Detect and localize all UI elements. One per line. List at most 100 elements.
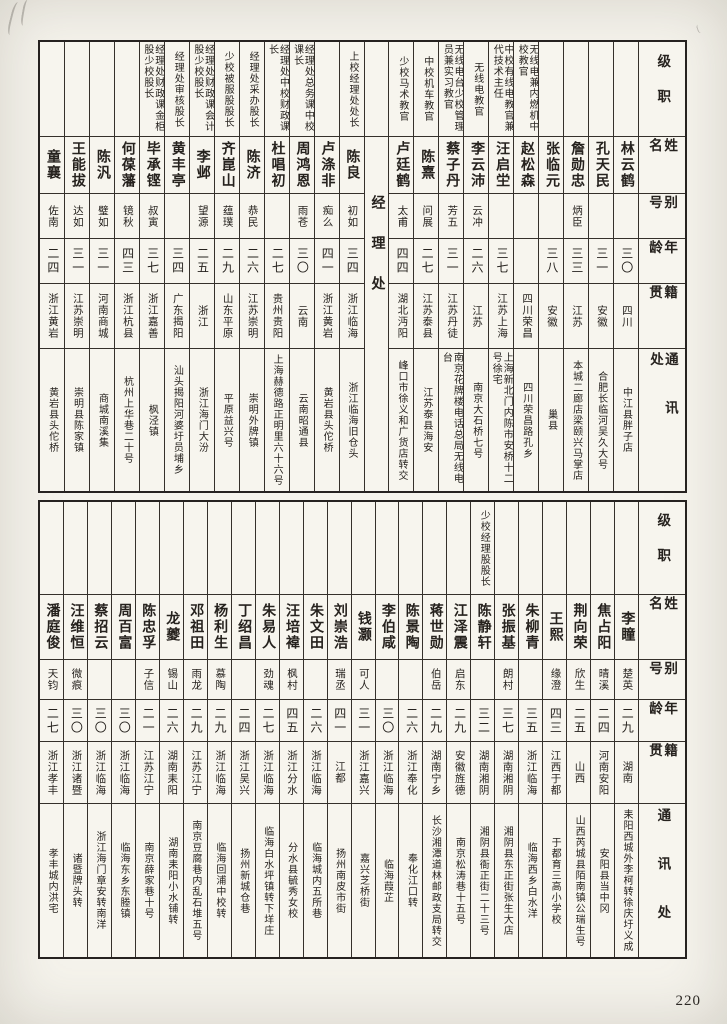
person-name-text: 陈景陶: [403, 603, 419, 651]
person-address-text: 崇明县陈家镇: [71, 387, 83, 453]
person-native: 河南商城: [90, 284, 114, 349]
person-alias: 佐南: [40, 194, 65, 239]
person-name-text: 陈良: [344, 149, 360, 181]
person-name: 蔡子丹: [439, 137, 464, 194]
person-alias-text: 镜秋: [121, 204, 133, 228]
person-name: 童襄: [40, 137, 65, 194]
person-rank-text: 少校经理股股长: [478, 509, 490, 587]
person-column: 李伯咸 三〇 浙江临海 临海葭芷: [374, 502, 399, 957]
field-label-alias: 别号: [639, 194, 685, 239]
person-native: 浙江奉化: [399, 742, 423, 804]
person-age-text: 二九: [428, 706, 443, 735]
person-name-text: 林云鹤: [618, 141, 634, 189]
person-age: 二九: [183, 700, 207, 742]
person-native: 浙江吴兴: [231, 742, 255, 804]
person-name-text: 刘崇浩: [331, 603, 347, 651]
person-age-text: 二七: [45, 706, 60, 735]
field-label-rank-text: 级职: [655, 512, 671, 584]
person-age: 二七: [264, 239, 289, 284]
person-address: 临海回浦中校转: [208, 804, 231, 957]
person-name-text: 陈济: [244, 149, 260, 181]
person-rank: [114, 42, 139, 137]
person-native-text: 浙江临海: [94, 749, 106, 796]
person-column: 潘庭俊 天钧 二七 浙江孝丰 孝丰城内洪宅: [40, 502, 64, 957]
person-alias-text: 慕陶: [214, 668, 226, 691]
person-age-text: 四五: [284, 706, 299, 735]
person-native-text: 四川: [620, 304, 632, 328]
person-address-text: 于都育三高小学校: [549, 836, 561, 925]
person-native-text: 安徽: [546, 304, 558, 328]
person-address-text: 巢县: [545, 409, 557, 431]
person-alias-text: 炳臣: [570, 204, 582, 228]
person-column: 少校马术教官 卢廷鹤 太甫 四四 湖北沔阳 峰口市徐义和广货店转交: [388, 42, 414, 491]
person-name: 黄丰亭: [164, 137, 189, 194]
person-native: 江苏泰县: [414, 284, 439, 349]
person-column: 周百富 三〇 浙江临海 临海东乡东塍镇: [111, 502, 135, 957]
person-age-text: 三〇: [117, 706, 132, 735]
person-age-text: 二六: [404, 706, 419, 735]
person-address: 江苏泰县海安: [414, 349, 438, 491]
person-age: 二七: [414, 239, 439, 284]
person-native: 浙江临海: [303, 742, 327, 804]
person-native-text: 浙江嘉兴: [357, 749, 369, 796]
person-rank: [183, 502, 207, 595]
person-age-text: 三〇: [295, 247, 310, 275]
person-age-text: 三〇: [93, 706, 108, 735]
person-alias-text: 子信: [142, 668, 154, 691]
person-address: 巢县: [539, 349, 563, 491]
person-native-text: 江苏崇明: [246, 293, 258, 339]
person-name-text: 周鸿恩: [294, 141, 310, 189]
person-native-text: 安徽旌德: [453, 749, 465, 796]
person-age-text: 三〇: [380, 706, 395, 735]
person-rank-text: 无线电教官: [471, 61, 483, 117]
person-rank: [327, 502, 351, 595]
person-native: 浙江临海: [207, 742, 231, 804]
person-age: 三〇: [64, 700, 88, 742]
person-name-text: 李瞳: [619, 611, 635, 643]
person-native: 江苏江宁: [183, 742, 207, 804]
person-rank: [423, 502, 447, 595]
person-age-text: 二七: [420, 247, 435, 275]
person-name: 杜唱初: [264, 137, 289, 194]
person-age-text: 三四: [345, 247, 360, 275]
person-column: 李瞳 楚英 二九 湖南 耒阳西城外李柯转徐庆圩义成: [614, 502, 638, 957]
person-age: 二九: [423, 700, 447, 742]
person-native: 安徽旌德: [447, 742, 471, 804]
person-alias-text: 璧如: [96, 204, 108, 228]
person-name-text: 张振基: [499, 603, 515, 651]
person-address-text: 安阳县当中冈: [597, 847, 609, 914]
person-native-text: 江都: [333, 761, 345, 784]
person-column: 江泽震 启东 二九 安徽旌德 南京松涛巷十五号: [446, 502, 471, 957]
person-rank: [40, 42, 65, 137]
field-label-alias: 别号: [639, 660, 685, 700]
person-age-text: 二九: [213, 706, 228, 735]
person-native: 河南安阳: [591, 742, 615, 804]
person-column: 龙夔 锡山 二六 湖南耒阳 湖南耒阳小水铺转: [158, 502, 183, 957]
person-name: 朱柳青: [519, 595, 543, 660]
person-native-text: 广东揭阳: [171, 293, 183, 339]
personnel-table-bottom: 级职 姓名 别号 年龄 籍贯 通讯处 李瞳 楚英 二九 湖南 耒阳西城外李柯转徐庆圩义成 焦占阳 晴溪二…: [38, 500, 687, 959]
person-column: 蔡招云 三〇 浙江临海 浙江海门章安转南洋: [87, 502, 112, 957]
person-name-text: 龙夔: [164, 611, 180, 643]
department-label: 经理处: [369, 195, 385, 317]
person-alias-text: 初如: [346, 204, 358, 228]
person-alias: 初如: [339, 194, 364, 239]
person-age-text: 三四: [170, 247, 185, 275]
person-alias: [88, 660, 112, 700]
person-native-text: 浙江临海: [310, 749, 321, 796]
person-name: 陈良: [339, 137, 364, 194]
person-alias: 可人: [351, 660, 375, 700]
person-native: 浙江黄岩: [314, 284, 339, 349]
person-age-text: 三七: [494, 247, 509, 275]
person-name: 朱易人: [255, 595, 279, 660]
person-alias: 芳五: [439, 194, 464, 239]
person-column: 詹勋忠 炳臣 三三 江苏 本城二廊店梁颐兴马掌店: [563, 42, 589, 491]
person-rank-text: 经理处中校财政课长: [266, 43, 289, 132]
person-alias: [231, 660, 255, 700]
person-native-text: 浙江杭县: [121, 293, 133, 339]
person-rank: [303, 502, 327, 595]
person-address-text: 上海赫德路正明里六十六号: [271, 354, 283, 486]
person-address: 临海葭芷: [376, 804, 399, 957]
person-address-text: 湖南耒阳小水铺转: [165, 836, 177, 925]
